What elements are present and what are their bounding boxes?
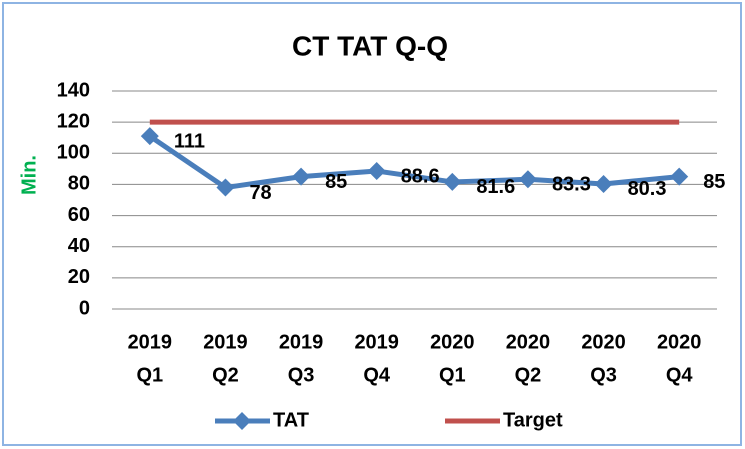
point-marker	[670, 167, 689, 186]
point-marker	[518, 170, 537, 189]
point-marker	[292, 167, 311, 186]
data-label: 80.3	[628, 178, 667, 200]
data-label: 78	[249, 182, 271, 204]
y-tick-label: 40	[68, 235, 90, 257]
y-tick-label: 80	[68, 173, 90, 195]
data-label: 85	[325, 171, 347, 193]
point-marker	[140, 127, 159, 146]
y-tick-label: 140	[57, 79, 90, 101]
y-tick-label: 0	[79, 297, 90, 319]
x-tick-label: 2020	[581, 331, 626, 353]
x-tick-label: 2020	[430, 331, 475, 353]
data-label: 83.3	[552, 174, 591, 196]
series-line	[148, 134, 680, 191]
y-tick-label: 100	[57, 142, 90, 164]
x-tick-label: 2020	[506, 331, 551, 353]
x-tick-label: 2019	[354, 331, 399, 353]
x-tick-label: Q3	[288, 364, 315, 386]
x-tick-label: Q1	[136, 364, 163, 386]
legend-marker	[233, 412, 251, 430]
x-tick-label: Q1	[439, 364, 466, 386]
point-marker	[367, 162, 386, 181]
data-label: 85	[703, 171, 725, 193]
x-tick-label: 2019	[128, 331, 173, 353]
y-tick-label: 60	[68, 204, 90, 226]
point-marker	[594, 174, 613, 193]
legend-label: Target	[503, 409, 563, 431]
legend-label: TAT	[273, 409, 309, 431]
x-tick-label: Q4	[666, 364, 694, 386]
x-tick-label: Q2	[515, 364, 542, 386]
x-tick-label: 2020	[657, 331, 702, 353]
x-tick-label: Q3	[590, 364, 617, 386]
data-label: 81.6	[476, 176, 515, 198]
y-tick-label: 20	[68, 266, 90, 288]
x-tick-label: 2019	[279, 331, 324, 353]
point-marker	[443, 172, 462, 191]
x-tick-label: Q4	[363, 364, 391, 386]
chart-title: CT TAT Q-Q	[292, 30, 448, 61]
data-label: 88.6	[401, 165, 440, 187]
x-tick-label: Q2	[212, 364, 239, 386]
x-tick-label: 2019	[203, 331, 248, 353]
y-axis-label: Min.	[18, 155, 40, 195]
y-tick-label: 120	[57, 110, 90, 132]
data-label: 111	[174, 130, 205, 152]
point-marker	[216, 178, 235, 197]
